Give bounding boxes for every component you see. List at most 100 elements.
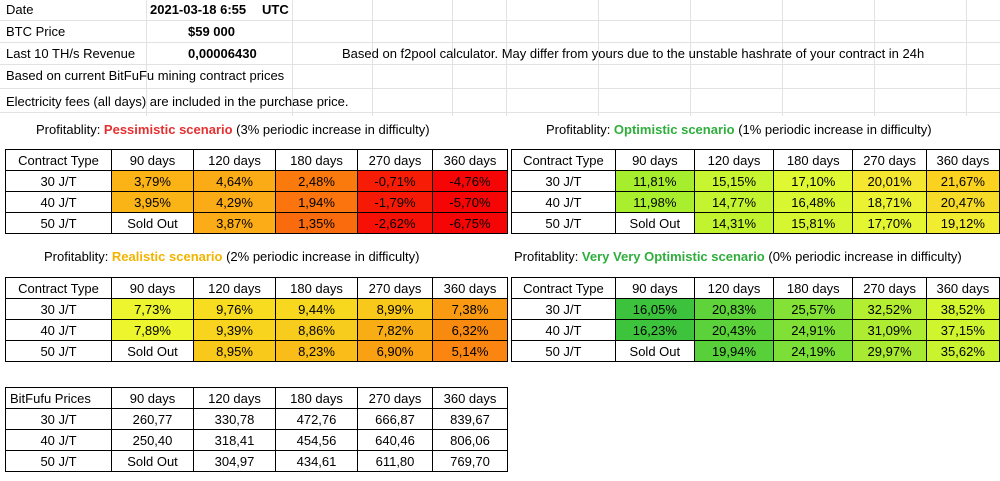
column-header: 180 days <box>773 149 854 171</box>
caption-suffix: (0% periodic increase in difficulty) <box>764 249 962 264</box>
column-header: 360 days <box>432 387 508 409</box>
caption-pessimistic: Profitablity: Pessimistic scenario (3% p… <box>36 120 430 140</box>
column-header: 120 days <box>193 387 276 409</box>
table-cell: Sold Out <box>111 340 194 362</box>
table-optimistic: Contract Type 90 days 120 days 180 days 270 … <box>511 149 1000 234</box>
column-header: 360 days <box>925 149 1000 171</box>
row-label: 40 J/T <box>511 319 616 341</box>
row-label: 40 J/T <box>5 319 112 341</box>
table-cell: 19,12% <box>925 212 1000 234</box>
table-cell: 18,71% <box>852 191 927 213</box>
table-cell: 434,61 <box>275 450 358 472</box>
table-cell: 640,46 <box>357 429 433 451</box>
table-row: 40 J/T 250,40 318,41 454,56 640,46 806,06 <box>5 429 508 451</box>
table-cell: 318,41 <box>193 429 276 451</box>
table-cell: 304,97 <box>193 450 276 472</box>
caption-realistic: Profitablity: Realistic scenario (2% per… <box>44 247 420 267</box>
table-row: 50 J/T Sold Out 14,31% 15,81% 17,70% 19,12% <box>511 212 1000 234</box>
table-pessimistic: Contract Type 90 days 120 days 180 days 270 … <box>5 149 508 234</box>
table-cell: 16,05% <box>614 298 695 320</box>
row-label: 30 J/T <box>511 170 616 192</box>
column-header: 120 days <box>693 149 775 171</box>
table-very-optimistic: Contract Type 90 days 120 days 180 days 270 … <box>511 277 1000 362</box>
table-cell: 16,23% <box>614 319 695 341</box>
table-cell: 5,14% <box>432 340 508 362</box>
row-label: 50 J/T <box>5 450 112 472</box>
table-cell: 2,48% <box>275 170 358 192</box>
table-cell: 8,99% <box>357 298 433 320</box>
table-cell: 35,62% <box>925 340 1000 362</box>
table-row: 30 J/T 11,81% 15,15% 17,10% 20,01% 21,67% <box>511 170 1000 192</box>
table-row: 30 J/T 260,77 330,78 472,76 666,87 839,67 <box>5 408 508 430</box>
table-cell: -4,76% <box>432 170 508 192</box>
column-header: 270 days <box>357 149 433 171</box>
row-label: 40 J/T <box>5 191 112 213</box>
table-cell: 11,81% <box>614 170 695 192</box>
column-header: 180 days <box>275 149 358 171</box>
table-row: 30 J/T 16,05% 20,83% 25,57% 32,52% 38,52% <box>511 298 1000 320</box>
table-cell: 9,39% <box>193 319 276 341</box>
column-header: 270 days <box>357 277 433 299</box>
table-row: 50 J/T Sold Out 19,94% 24,19% 29,97% 35,62% <box>511 340 1000 362</box>
electricity-note: Electricity fees (all days) are included… <box>6 94 349 109</box>
caption-prefix: Profitablity: <box>36 122 104 137</box>
table-cell: 9,76% <box>193 298 276 320</box>
column-header: 180 days <box>275 387 358 409</box>
column-header: 180 days <box>773 277 854 299</box>
row-label: 50 J/T <box>511 340 616 362</box>
column-header: 270 days <box>852 149 927 171</box>
table-cell: 3,87% <box>193 212 276 234</box>
table-cell: 8,23% <box>275 340 358 362</box>
table-cell: 20,83% <box>693 298 775 320</box>
table-header-row: Contract Type 90 days 120 days 180 days 270 … <box>511 277 1000 299</box>
table-cell: 6,32% <box>432 319 508 341</box>
column-header-contract-type: Contract Type <box>511 277 616 299</box>
table-cell: 4,64% <box>193 170 276 192</box>
row-label: 30 J/T <box>5 408 112 430</box>
table-cell: 32,52% <box>852 298 927 320</box>
table-cell: 20,43% <box>693 319 775 341</box>
caption-suffix: (2% periodic increase in difficulty) <box>222 249 420 264</box>
table-cell: Sold Out <box>614 340 695 362</box>
table-cell: 4,29% <box>193 191 276 213</box>
btc-price-value: $59 000 <box>188 24 235 39</box>
column-header: 180 days <box>275 277 358 299</box>
table-cell: Sold Out <box>614 212 695 234</box>
column-header-contract-type: Contract Type <box>5 149 112 171</box>
table-cell: 8,86% <box>275 319 358 341</box>
table-cell: 330,78 <box>193 408 276 430</box>
table-cell: 3,95% <box>111 191 194 213</box>
scenario-name: Realistic scenario <box>111 249 223 264</box>
date-label: Date <box>6 2 34 17</box>
table-cell: 24,19% <box>773 340 854 362</box>
row-label: 40 J/T <box>511 191 616 213</box>
row-label: 40 J/T <box>5 429 112 451</box>
table-cell: Sold Out <box>111 450 194 472</box>
contract-prices-note: Based on current BitFuFu mining contract… <box>6 68 285 83</box>
table-row: 50 J/T Sold Out 3,87% 1,35% -2,62% -6,75% <box>5 212 508 234</box>
table-header-row: BitFufu Prices 90 days 120 days 180 days 270… <box>5 387 508 409</box>
table-row: 30 J/T 7,73% 9,76% 9,44% 8,99% 7,38% <box>5 298 508 320</box>
column-header: 360 days <box>432 149 508 171</box>
column-header-contract-type: BitFufu Prices <box>5 387 112 409</box>
column-header-contract-type: Contract Type <box>511 149 616 171</box>
table-cell: 17,10% <box>773 170 854 192</box>
scenario-name: Very Very Optimistic scenario <box>581 249 765 264</box>
table-cell: 454,56 <box>275 429 358 451</box>
table-cell: 769,70 <box>432 450 508 472</box>
table-cell: 7,82% <box>357 319 433 341</box>
table-cell: -0,71% <box>357 170 433 192</box>
table-cell: 666,87 <box>357 408 433 430</box>
revenue-note: Based on f2pool calculator. May differ f… <box>342 46 925 61</box>
table-cell: 20,47% <box>925 191 1000 213</box>
column-header-contract-type: Contract Type <box>5 277 112 299</box>
table-cell: 7,73% <box>111 298 194 320</box>
table-row: 40 J/T 7,89% 9,39% 8,86% 7,82% 6,32% <box>5 319 508 341</box>
table-row: 30 J/T 3,79% 4,64% 2,48% -0,71% -4,76% <box>5 170 508 192</box>
table-cell: 14,77% <box>693 191 775 213</box>
scenario-name: Optimistic scenario <box>613 122 735 137</box>
table-cell: 16,48% <box>773 191 854 213</box>
table-cell: Sold Out <box>111 212 194 234</box>
caption-suffix: (3% periodic increase in difficulty) <box>232 122 430 137</box>
column-header: 270 days <box>852 277 927 299</box>
